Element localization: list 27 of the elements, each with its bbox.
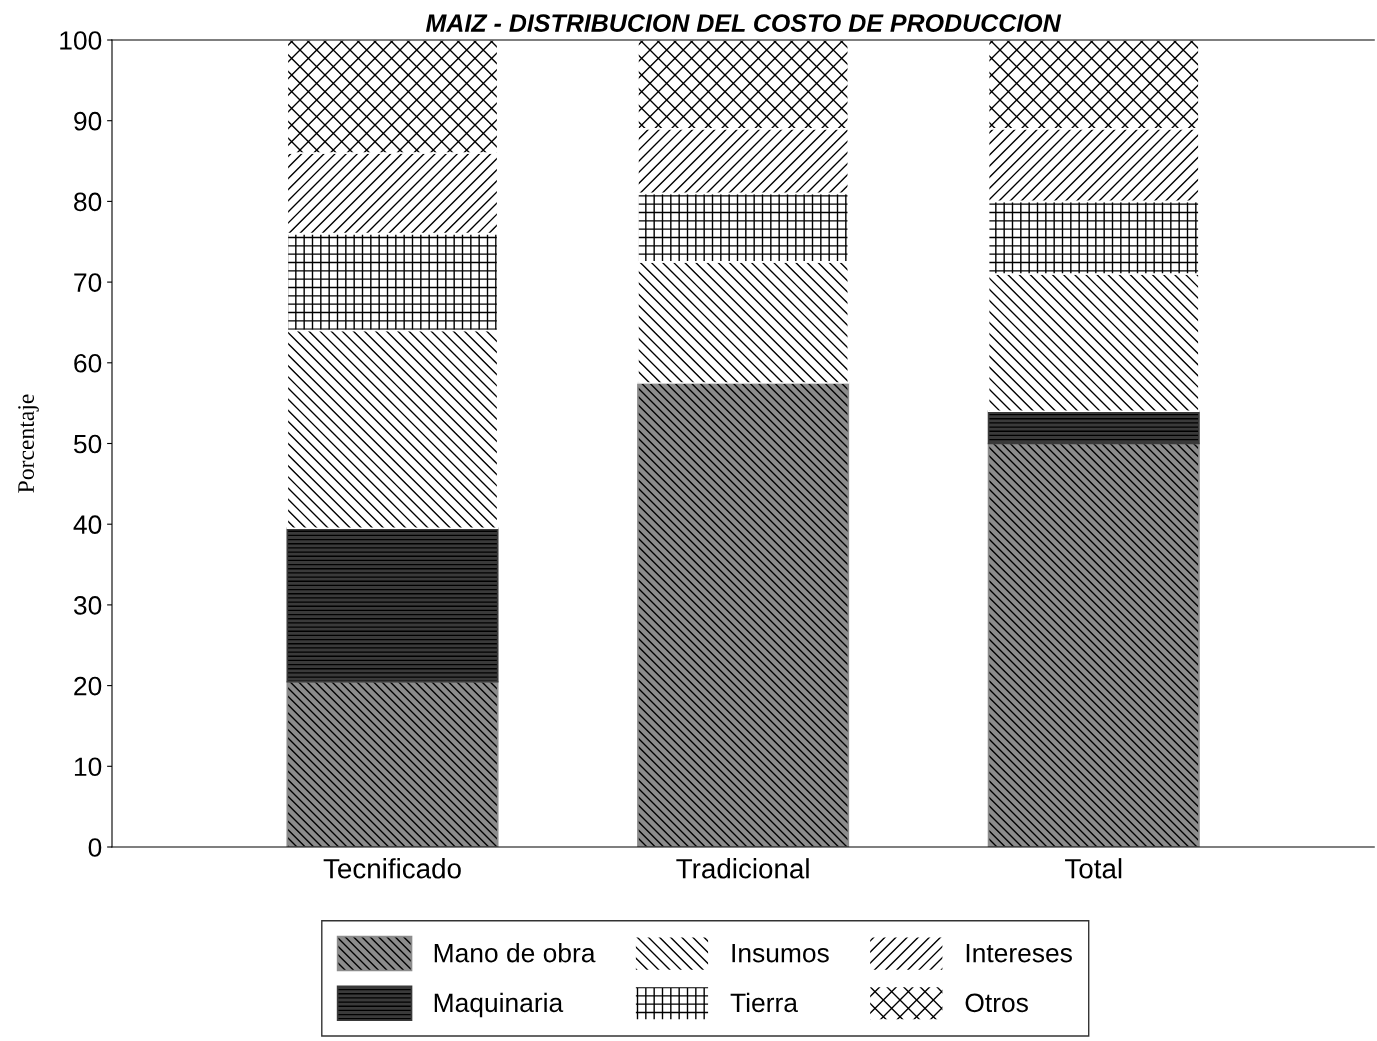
legend-label: Mano de obra	[434, 943, 596, 963]
y-axis-title: Porcentaje	[18, 394, 39, 493]
y-tick-label: 20	[74, 676, 102, 696]
legend-label: Insumos	[732, 944, 829, 963]
x-tick-label: Tecnificado	[323, 858, 461, 879]
bar	[286, 527, 499, 683]
y-tick-label: 60	[74, 353, 102, 373]
y-tick-label: 100	[60, 31, 102, 50]
legend-label: Otros	[965, 993, 1028, 1013]
bar	[286, 680, 499, 847]
bar	[987, 442, 1200, 847]
legend-label: Intereses	[966, 944, 1072, 963]
y-tick-label: 80	[74, 192, 102, 212]
y-tick-label: 90	[74, 111, 102, 131]
legend-label: Tierra	[730, 992, 798, 1013]
y-tick-label: 30	[73, 596, 102, 615]
bar	[987, 410, 1200, 445]
legend-label: Maquinaria	[434, 992, 564, 1018]
y-tick-label: 10	[74, 757, 102, 777]
chart-title: MAIZ - DISTRIBUCION DEL COSTO DE PRODUCCION	[425, 14, 1062, 32]
x-tick-label: Tradicional	[676, 858, 809, 879]
y-tick-label: 70	[74, 273, 102, 292]
bar	[637, 382, 850, 847]
y-tick-label: 40	[73, 515, 102, 535]
x-tick-label: Total	[1065, 858, 1122, 879]
y-tick-label: 0	[88, 838, 102, 857]
y-tick-label: 50	[73, 434, 102, 454]
